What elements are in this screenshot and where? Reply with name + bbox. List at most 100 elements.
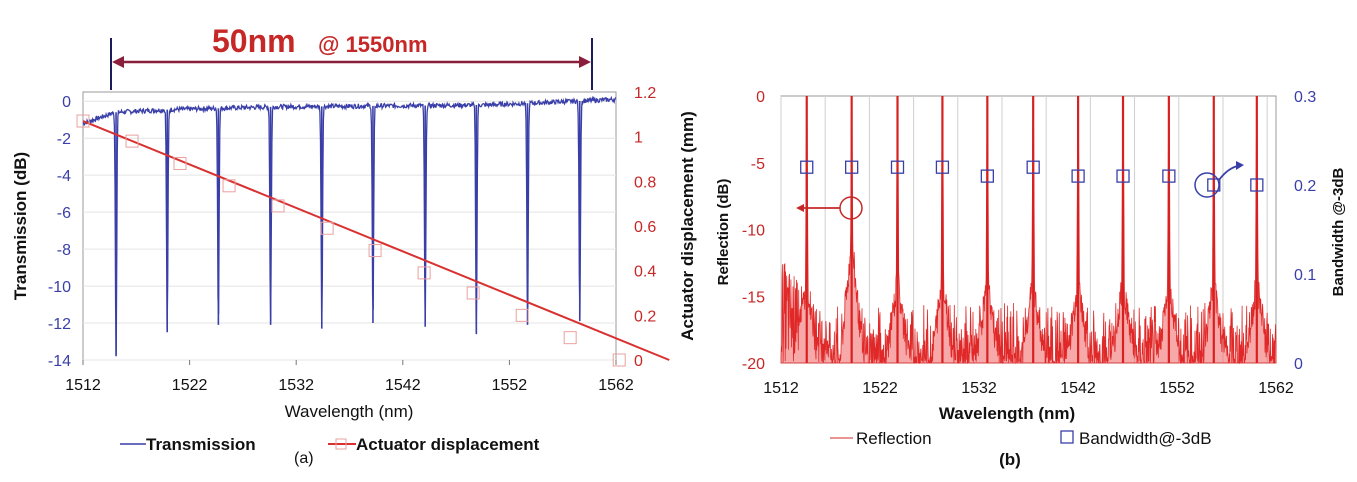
callout-arrowhead-bandwidth — [1236, 161, 1244, 170]
series-bandwidth — [800, 160, 1264, 192]
panel-caption-b: (b) — [999, 450, 1021, 469]
y-tick-label-a: -4 — [57, 168, 71, 185]
callout-arrowhead-reflection — [796, 204, 804, 212]
bandwidth-marker-9 — [1162, 169, 1176, 183]
x-tick-labels-b: 1512 1522 1532 1542 1552 1562 — [763, 380, 1294, 397]
panel-b-chart: 1512 1522 1532 1542 1552 1562 0 -5 -10 -15 -20 0.… — [715, 89, 1347, 469]
bandwidth-marker-6 — [1026, 160, 1040, 174]
series-reflection — [780, 95, 1277, 365]
actuator-marker-10 — [515, 308, 529, 322]
panel-caption-a: (a) — [294, 450, 314, 467]
x-tick-label-a: 1532 — [278, 377, 314, 394]
y2-tick-label-a: 0 — [634, 353, 643, 370]
y-tick-label-a: 0 — [62, 94, 71, 111]
y-tick-label-b: 0 — [756, 89, 765, 106]
actuator-marker-5 — [271, 199, 285, 213]
span-label-main: 50nm — [212, 23, 296, 59]
y-tick-label-b: -10 — [742, 223, 765, 240]
legend-marker-bandwidth — [1060, 430, 1074, 444]
legend-b: Reflection Bandwidth@-3dB (b) — [830, 429, 1212, 469]
actuator-marker-2 — [125, 134, 139, 148]
y-tick-labels-a: 0 -2 -4 -6 -8 -10 -12 -14 — [48, 94, 71, 370]
y2-tick-labels-a: 1.2 1 0.8 0.6 0.4 0.2 0 — [634, 85, 656, 370]
x-tick-label-a: 1522 — [172, 377, 208, 394]
y2-tick-label-a: 1 — [634, 130, 643, 147]
y2-tick-label-a: 0.6 — [634, 219, 656, 236]
legend-label-actuator: Actuator displacement — [356, 435, 540, 454]
legend-label-transmission: Transmission — [146, 435, 256, 454]
panel-a-chart: 1512 1522 1532 1542 1552 1562 0 -2 -4 -6 -8 -10 -12… — [11, 23, 697, 467]
y-tick-label-b: -20 — [742, 356, 765, 373]
y2-tick-label-a: 0.2 — [634, 308, 656, 325]
y2-axis-label-b: Bandwidth @-3dB — [1330, 167, 1347, 296]
actuator-fit-line — [82, 120, 670, 361]
x-axis-label-b: Wavelength (nm) — [939, 404, 1075, 423]
x-tick-label-b: 1522 — [862, 380, 898, 397]
x-tick-label-a: 1552 — [492, 377, 528, 394]
bandwidth-marker-7 — [1071, 169, 1085, 183]
actuator-marker-1 — [76, 114, 90, 128]
y-tick-label-a: -2 — [57, 131, 71, 148]
actuator-marker-11 — [563, 331, 577, 345]
y2-tick-label-b: 0.3 — [1294, 89, 1316, 106]
actuator-marker-3 — [173, 156, 187, 170]
actuator-marker-6 — [320, 221, 334, 235]
actuator-marker-4 — [222, 179, 236, 193]
y-axis-label-b: Reflection (dB) — [715, 179, 732, 286]
x-tick-label-a: 1512 — [65, 377, 101, 394]
x-tick-label-b: 1532 — [961, 380, 997, 397]
bandwidth-marker-3 — [890, 160, 905, 174]
y-tick-labels-b: 0 -5 -10 -15 -20 — [742, 89, 765, 373]
y2-tick-label-b: 0 — [1294, 356, 1303, 373]
callout-reflection-axis — [796, 196, 863, 220]
span-annotation: 50nm @ 1550nm — [110, 23, 593, 90]
legend-marker-actuator — [335, 438, 347, 450]
x-tick-label-b: 1512 — [763, 380, 799, 397]
legend-label-bandwidth: Bandwidth@-3dB — [1079, 429, 1212, 448]
plot-area-a — [82, 91, 617, 361]
span-left-arrowhead — [112, 56, 124, 68]
reflection-trace — [780, 95, 1277, 365]
y2-axis-label-a: Actuator displacement (mm) — [678, 111, 697, 341]
bandwidth-marker-4 — [935, 160, 950, 174]
actuator-marker-12 — [612, 353, 626, 367]
y-tick-label-a: -8 — [57, 242, 71, 259]
bandwidth-marker-8 — [1116, 169, 1130, 183]
callout-circle-bandwidth — [1194, 172, 1220, 198]
y2-tick-label-b: 0.1 — [1294, 267, 1316, 284]
bandwidth-marker-2 — [845, 160, 859, 174]
actuator-marker-8 — [417, 266, 431, 280]
x-tick-label-b: 1542 — [1060, 380, 1096, 397]
actuator-marker-9 — [466, 286, 480, 300]
y2-tick-labels-b: 0.3 0.2 0.1 0 — [1294, 89, 1316, 373]
x-tick-label-a: 1562 — [598, 377, 634, 394]
y-axis-label-a: Transmission (dB) — [11, 152, 30, 300]
x-tick-label-a: 1542 — [385, 377, 421, 394]
legend-label-reflection: Reflection — [856, 429, 932, 448]
y-tick-label-b: -5 — [751, 156, 765, 173]
actuator-marker-7 — [368, 244, 382, 258]
bandwidth-marker-11 — [1250, 178, 1264, 192]
x-tick-labels-a: 1512 1522 1532 1542 1552 1562 — [65, 360, 634, 394]
legend-a: Transmission (a) Actuator displacement — [120, 435, 540, 467]
y-tick-label-a: -10 — [48, 279, 71, 296]
y-tick-label-a: -12 — [48, 316, 71, 333]
y2-tick-label-b: 0.2 — [1294, 178, 1316, 195]
callout-bandwidth-axis — [1194, 161, 1244, 198]
span-label-sub: @ 1550nm — [318, 32, 428, 57]
bandwidth-marker-1 — [800, 160, 814, 174]
y-tick-label-a: -6 — [57, 205, 71, 222]
y2-tick-label-a: 0.4 — [634, 264, 656, 281]
series-actuator-displacement — [76, 114, 670, 367]
y2-tick-label-a: 0.8 — [634, 174, 656, 191]
x-tick-label-b: 1552 — [1159, 380, 1195, 397]
bandwidth-marker-5 — [980, 169, 994, 183]
gridlines-a — [83, 100, 616, 361]
y-tick-label-a: -14 — [48, 353, 71, 370]
x-tick-label-b: 1562 — [1258, 380, 1294, 397]
bandwidth-marker-10 — [1207, 178, 1221, 192]
span-right-arrowhead — [579, 56, 591, 68]
y-tick-label-b: -15 — [742, 289, 765, 306]
x-axis-label-a: Wavelength (nm) — [285, 402, 414, 421]
